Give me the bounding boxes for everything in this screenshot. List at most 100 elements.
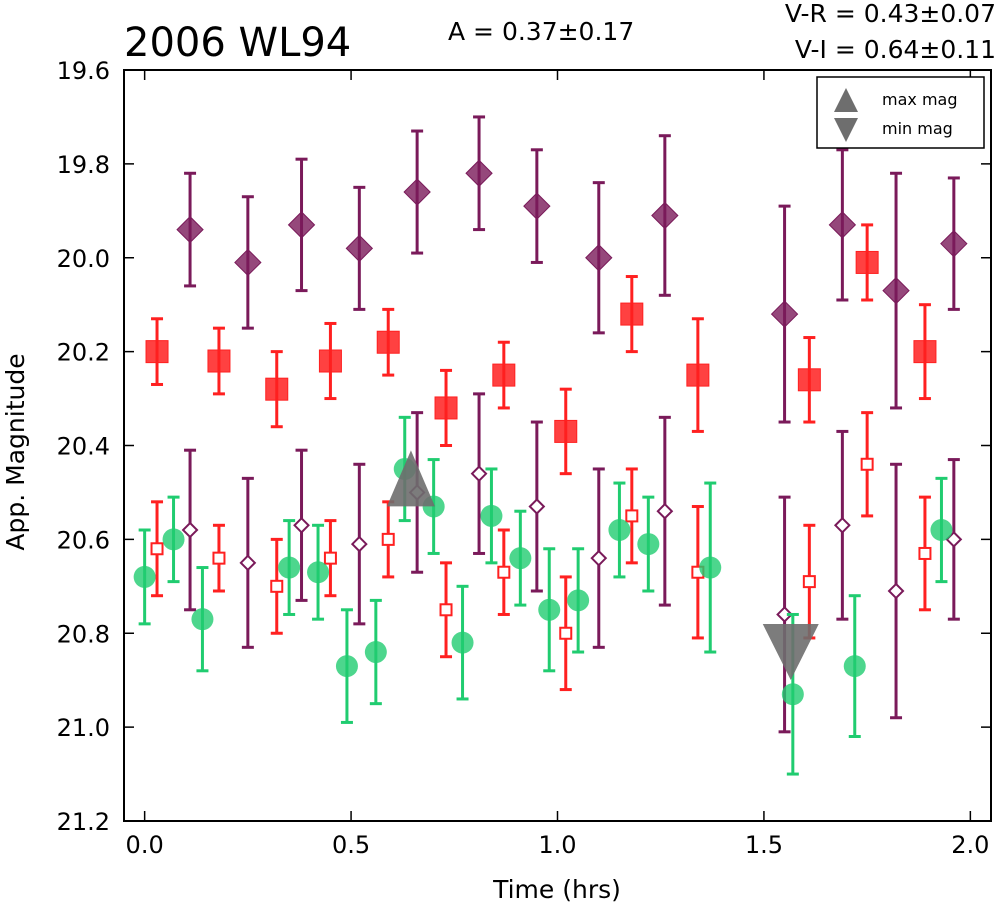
- data-point-diamond: [590, 549, 608, 567]
- max-mag-legend-label: max mag: [882, 90, 958, 109]
- data-point-square: [150, 542, 164, 556]
- data-point-square: [270, 579, 284, 593]
- data-point-square: [797, 368, 821, 392]
- data-point-square: [497, 565, 511, 579]
- data-point-diamond: [776, 606, 793, 623]
- data-point-circle: [191, 608, 214, 631]
- x-tick-label: 1.5: [745, 831, 783, 859]
- data-point-square: [323, 551, 337, 565]
- color-vi-note: V-I = 0.64±0.11: [795, 35, 996, 64]
- y-tick-label: 20.2: [57, 339, 110, 367]
- data-point-diamond: [239, 554, 257, 572]
- y-tick-label: 21.2: [57, 808, 110, 836]
- data-point-square: [212, 551, 226, 565]
- y-tick-label: 19.8: [57, 151, 110, 179]
- data-point-diamond: [656, 502, 674, 520]
- data-point-diamond: [403, 178, 431, 206]
- series-red_filled: [145, 223, 937, 476]
- data-point-diamond: [234, 248, 262, 277]
- min-mag-legend-label: min mag: [882, 119, 953, 138]
- y-tick-label: 20.8: [57, 620, 110, 648]
- data-point-circle: [307, 561, 330, 584]
- data-point-circle: [162, 528, 185, 551]
- y-axis-label: App. Magnitude: [1, 353, 30, 550]
- data-point-circle: [133, 565, 156, 588]
- data-point-circle: [278, 556, 301, 579]
- data-layer: [133, 115, 968, 776]
- data-point-diamond: [528, 498, 546, 515]
- data-point-diamond: [176, 215, 204, 244]
- data-point-diamond: [585, 244, 613, 272]
- max-mag-marker: [386, 450, 435, 507]
- data-point-square: [381, 532, 395, 546]
- chart-title: 2006 WL94: [124, 20, 351, 66]
- data-point-circle: [637, 533, 660, 556]
- plot-frame: [123, 69, 992, 822]
- data-point-square: [802, 575, 816, 589]
- y-tick-label: 21.0: [57, 714, 110, 742]
- x-tick-label: 2.0: [951, 831, 989, 859]
- data-point-square: [145, 340, 169, 364]
- data-point-diamond: [523, 192, 551, 220]
- data-point-diamond: [345, 234, 374, 263]
- data-point-square: [434, 396, 458, 420]
- x-tick-label: 0.0: [126, 831, 164, 859]
- data-point-diamond: [940, 229, 968, 258]
- data-point-square: [265, 377, 289, 401]
- data-point-square: [620, 302, 644, 326]
- data-point-square: [559, 626, 573, 640]
- data-point-square: [918, 546, 932, 560]
- data-point-diamond: [887, 582, 905, 600]
- data-point-square: [860, 457, 874, 471]
- data-point-square: [625, 509, 639, 523]
- data-point-diamond: [651, 201, 679, 230]
- min-mag-marker: [762, 624, 819, 681]
- data-point-square: [554, 419, 578, 443]
- x-axis-label: Time (hrs): [492, 875, 621, 904]
- y-tick-label: 20.6: [57, 526, 110, 554]
- data-point-circle: [843, 655, 866, 678]
- y-tick-label: 19.6: [57, 57, 110, 85]
- data-point-square: [855, 250, 879, 274]
- series-green_filled: [133, 415, 953, 776]
- data-point-circle: [699, 556, 722, 579]
- data-point-square: [376, 330, 400, 354]
- data-point-circle: [930, 518, 953, 541]
- legend: max mag min mag: [816, 76, 985, 149]
- data-point-square: [686, 363, 710, 387]
- data-point-circle: [567, 589, 590, 612]
- data-point-circle: [608, 518, 631, 541]
- series-min_mag: [762, 624, 819, 681]
- data-point-diamond: [465, 159, 493, 187]
- series-max_mag: [386, 450, 435, 507]
- axes-layer: 0.0 0.5 1.0 1.5 2.0 19.6 19.8 20.0 20.2 20.4 20.6 2…: [57, 57, 991, 859]
- amplitude-note: A = 0.37±0.17: [448, 17, 634, 46]
- data-point-square: [439, 603, 453, 617]
- data-point-diamond: [287, 211, 316, 239]
- y-tick-label: 20.4: [57, 433, 110, 461]
- min-mag-legend-icon: [834, 118, 858, 142]
- data-point-diamond: [181, 521, 199, 539]
- y-tick-label: 20.0: [57, 245, 110, 273]
- data-point-circle: [364, 641, 387, 664]
- data-point-diamond: [882, 276, 910, 305]
- series-red_open: [150, 411, 932, 692]
- data-point-diamond: [350, 535, 368, 553]
- data-point-diamond: [293, 516, 310, 534]
- data-point-diamond: [833, 516, 851, 534]
- data-point-circle: [451, 631, 474, 654]
- data-point-square: [318, 349, 342, 373]
- max-mag-legend-icon: [834, 88, 858, 112]
- data-point-circle: [480, 504, 503, 527]
- x-tick-label: 1.0: [538, 831, 576, 859]
- data-point-circle: [538, 598, 561, 621]
- x-tick-label: 0.5: [332, 831, 370, 859]
- data-point-diamond: [828, 211, 857, 239]
- series-purple_filled: [176, 115, 968, 424]
- color-vr-note: V-R = 0.43±0.07: [785, 0, 996, 28]
- data-point-circle: [509, 547, 532, 570]
- data-point-diamond: [770, 300, 799, 328]
- data-point-square: [207, 349, 231, 373]
- data-point-circle: [781, 683, 804, 706]
